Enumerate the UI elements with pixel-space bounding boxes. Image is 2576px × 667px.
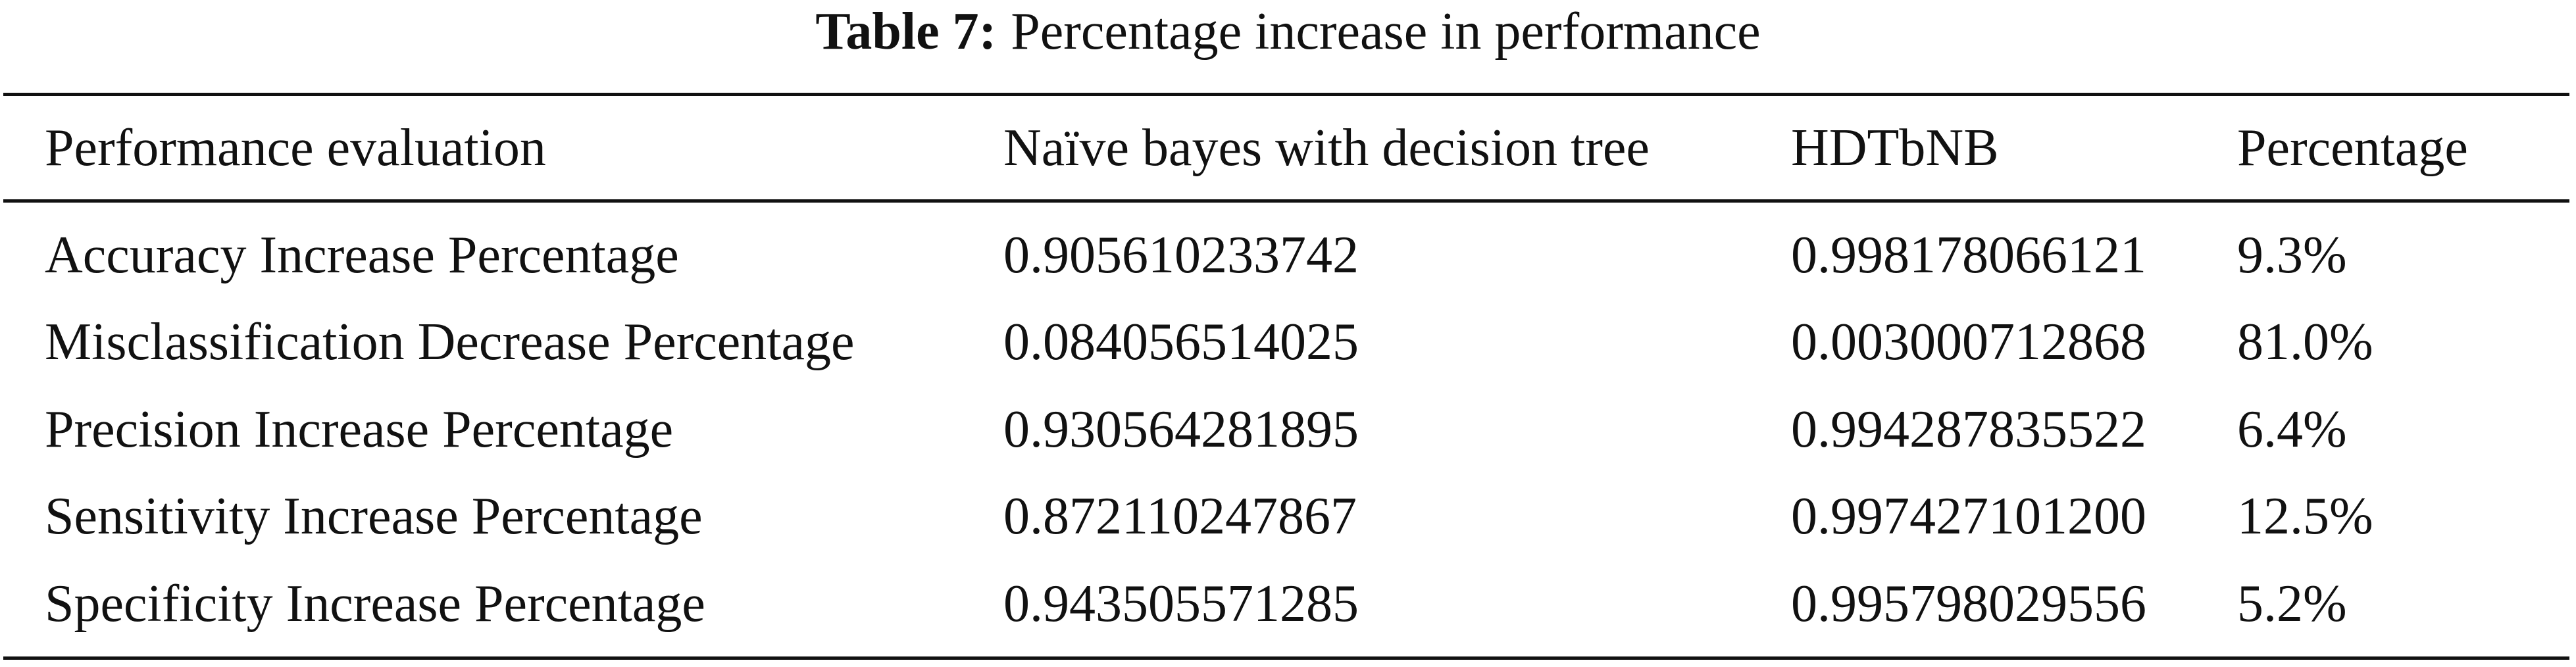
bottom-rule (3, 656, 2569, 660)
table-cell: 9.3% (2237, 226, 2347, 284)
header-cell: HDTbNB (1791, 119, 1999, 177)
caption-text: Percentage increase in performance (1011, 3, 1761, 61)
header-cell: Performance evaluation (45, 119, 546, 177)
table-caption: Table 7: Percentage increase in performan… (0, 2, 2576, 61)
table-cell: Specificity Increase Percentage (45, 575, 705, 633)
table-cell: 81.0% (2237, 313, 2373, 371)
caption-label: Table 7: (815, 3, 997, 61)
table-cell: 5.2% (2237, 575, 2347, 633)
table-cell: 0.084056514025 (1003, 313, 1359, 371)
table-cell: Accuracy Increase Percentage (45, 226, 679, 284)
table-cell: 0.930564281895 (1003, 401, 1359, 458)
table-cell: Precision Increase Percentage (45, 401, 674, 458)
table-cell: 0.998178066121 (1791, 226, 2146, 284)
header-cell: Naïve bayes with decision tree (1003, 119, 1650, 177)
top-rule (3, 93, 2569, 96)
table-cell: 0.943505571285 (1003, 575, 1359, 633)
table-cell: 12.5% (2237, 487, 2373, 545)
table-cell: Sensitivity Increase Percentage (45, 487, 703, 545)
table-cell: 0.003000712868 (1791, 313, 2146, 371)
table-cell: 6.4% (2237, 401, 2347, 458)
table-cell: 0.997427101200 (1791, 487, 2146, 545)
table-cell: 0.994287835522 (1791, 401, 2146, 458)
header-cell: Percentage (2237, 119, 2468, 177)
table-cell: Misclassification Decrease Percentage (45, 313, 855, 371)
header-rule (3, 199, 2569, 203)
table-cell: 0.995798029556 (1791, 575, 2146, 633)
table-cell: 0.872110247867 (1003, 487, 1357, 545)
table-cell: 0.905610233742 (1003, 226, 1359, 284)
